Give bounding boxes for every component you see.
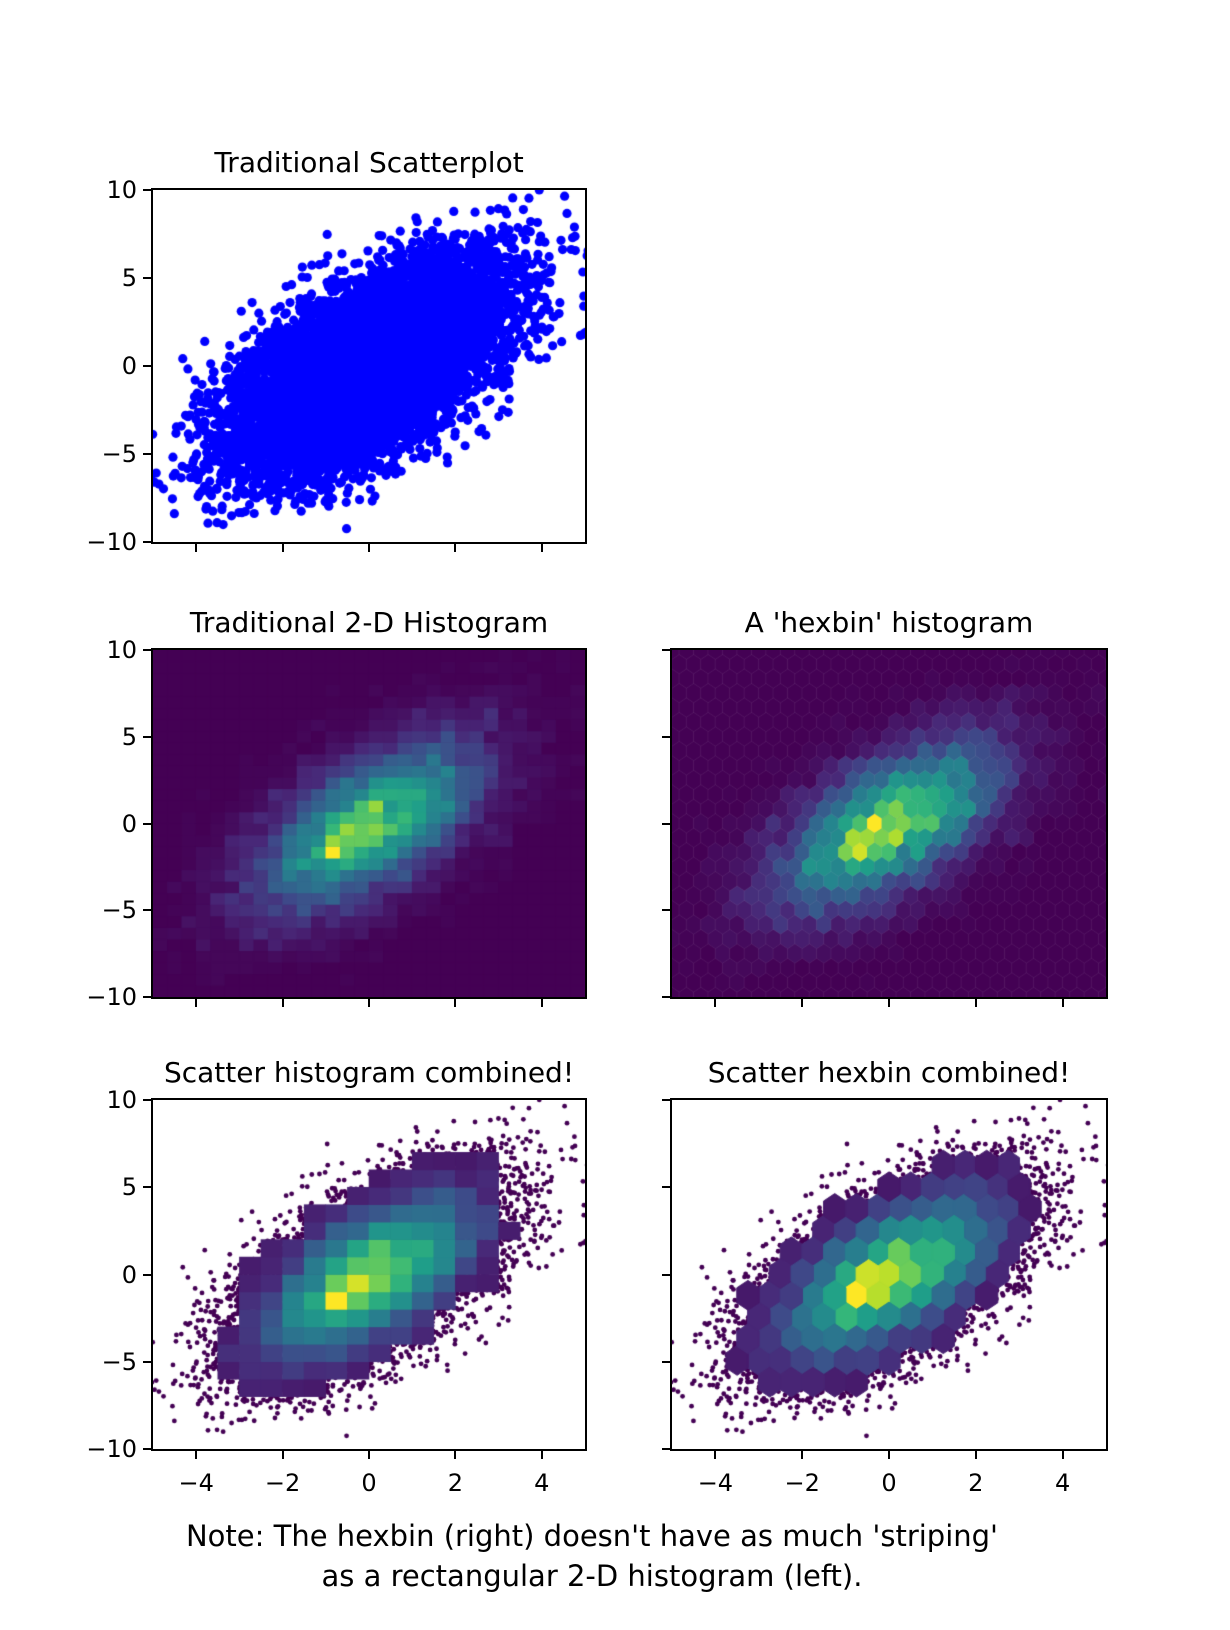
subplot-traditional-2d-histogram: Traditional 2-D Histogram 10 5 0 −5 −10: [86, 606, 587, 1011]
subplot-title: A 'hexbin' histogram: [744, 606, 1034, 639]
x-tick-mark: [195, 999, 198, 1007]
y-tick-mark: [143, 189, 151, 191]
y-tick-mark: [143, 277, 151, 279]
figure-note: Note: The hexbin (right) doesn't have as…: [0, 1516, 1184, 1596]
subplot-traditional-scatterplot: Traditional Scatterplot 10 5 0 −5 −10: [86, 146, 587, 556]
y-tick-mark: [662, 1448, 670, 1450]
x-tick-label: −4: [178, 1469, 214, 1497]
y-tick-mark: [143, 1273, 151, 1276]
x-tick-label: −2: [784, 1469, 820, 1497]
y-tick-mark: [143, 1099, 151, 1101]
figure-note-line-2: as a rectangular 2-D histogram (left).: [321, 1559, 863, 1593]
x-tick-mark: [540, 544, 543, 552]
x-tick-mark: [801, 999, 804, 1007]
subplot-title: Scatter hexbin combined!: [707, 1056, 1071, 1089]
y-tick-label: 0: [121, 1260, 137, 1289]
y-tick-label: −5: [101, 1347, 137, 1376]
x-tick-mark: [454, 999, 457, 1007]
y-tick-label: −5: [101, 896, 137, 925]
x-tick-label: −2: [264, 1469, 301, 1497]
y-tick-mark: [143, 1448, 151, 1450]
y-tick-label: 10: [106, 176, 137, 204]
x-tick-label: −4: [697, 1469, 734, 1497]
y-tick-label: 5: [121, 1173, 137, 1202]
x-tick-mark: [454, 1451, 457, 1459]
y-tick-label: −10: [86, 983, 137, 1011]
y-tick-mark: [662, 1186, 670, 1189]
x-tick-label: 2: [968, 1469, 984, 1497]
y-tick-mark: [662, 996, 670, 998]
x-tick-mark: [368, 999, 370, 1007]
x-tick-mark: [714, 1451, 717, 1459]
y-tick-mark: [143, 649, 151, 651]
x-tick-mark: [714, 999, 717, 1007]
x-tick-mark: [1061, 999, 1064, 1007]
y-tick-label: 0: [121, 809, 137, 838]
traditional-scatterplot-canvas: [153, 190, 585, 542]
y-tick-label: 5: [121, 264, 137, 292]
x-tick-label: 4: [534, 1469, 550, 1497]
y-tick-mark: [143, 1186, 151, 1189]
subplot-title: Scatter histogram combined!: [163, 1056, 575, 1089]
x-tick-mark: [974, 999, 977, 1007]
y-tick-label: 10: [106, 1086, 137, 1114]
x-tick-mark: [540, 1451, 543, 1459]
y-tick-label: 0: [121, 352, 137, 380]
x-tick-mark: [888, 999, 890, 1007]
x-tick-mark: [888, 1451, 890, 1459]
y-tick-mark: [143, 541, 151, 543]
figure-note-line-1: Note: The hexbin (right) doesn't have as…: [185, 1519, 999, 1553]
y-tick-mark: [143, 996, 151, 998]
x-tick-mark: [195, 544, 198, 552]
y-tick-mark: [662, 1273, 670, 1276]
x-tick-mark: [281, 999, 284, 1007]
x-tick-label: 0: [881, 1469, 897, 1497]
subplot-scatter-hexbin-combined: Scatter hexbin combined! −4 −2 0 2 4: [662, 1056, 1108, 1497]
y-tick-mark: [143, 735, 151, 738]
y-tick-label: 5: [121, 722, 137, 751]
subplot-scatter-histogram-combined: Scatter histogram combined! −4 −2 0 2 4 10 5 0 −…: [86, 1056, 587, 1497]
scatter-histogram-combined-canvas: [153, 1100, 585, 1449]
scatter-hexbin-combined-canvas: [672, 1100, 1106, 1449]
x-tick-label: 2: [447, 1469, 464, 1497]
x-tick-mark: [974, 1451, 977, 1459]
subplot-hexbin-histogram: A 'hexbin' histogram: [662, 606, 1108, 1007]
y-tick-label: 10: [106, 636, 137, 664]
x-tick-label: 0: [361, 1469, 377, 1497]
x-tick-mark: [454, 544, 457, 552]
y-tick-label: −5: [101, 440, 137, 468]
y-tick-mark: [143, 453, 151, 455]
y-tick-mark: [662, 909, 670, 912]
y-tick-mark: [143, 909, 151, 912]
x-tick-mark: [368, 544, 370, 552]
y-tick-mark: [143, 1360, 151, 1363]
subplot-title: Traditional 2-D Histogram: [189, 606, 549, 639]
y-tick-mark: [662, 822, 670, 825]
y-tick-mark: [662, 649, 670, 651]
y-tick-mark: [662, 735, 670, 738]
x-tick-label: 4: [1054, 1469, 1071, 1497]
x-tick-mark: [801, 1451, 804, 1459]
x-tick-mark: [281, 1451, 284, 1459]
subplot-title: Traditional Scatterplot: [214, 146, 524, 179]
x-tick-mark: [281, 544, 284, 552]
traditional-2d-histogram-canvas: [153, 650, 585, 997]
y-tick-mark: [143, 365, 151, 367]
y-tick-label: −10: [86, 1435, 137, 1463]
x-tick-mark: [540, 999, 543, 1007]
x-tick-mark: [1061, 1451, 1064, 1459]
x-tick-mark: [195, 1451, 198, 1459]
y-tick-label: −10: [86, 528, 137, 556]
y-tick-mark: [662, 1099, 670, 1101]
hexbin-histogram-canvas: [672, 650, 1106, 997]
y-tick-mark: [662, 1360, 670, 1363]
y-tick-mark: [143, 822, 151, 825]
x-tick-mark: [368, 1451, 370, 1459]
